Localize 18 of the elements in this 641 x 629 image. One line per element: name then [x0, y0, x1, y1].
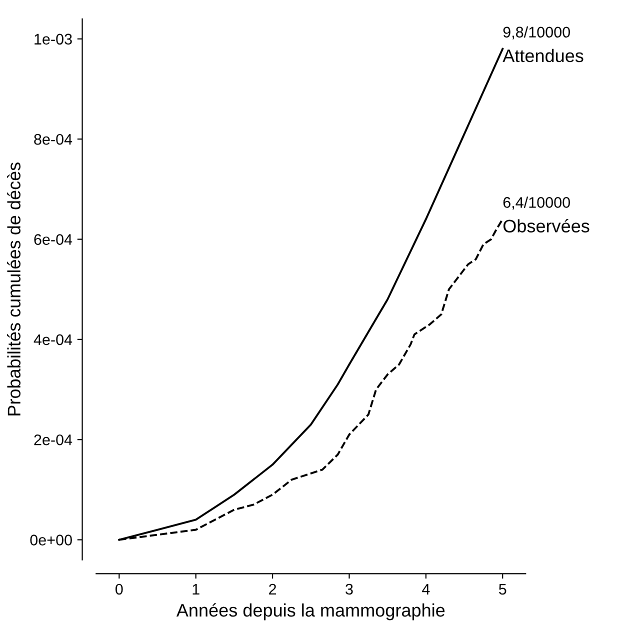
series-label: Attendues — [502, 48, 584, 62]
x-tick-label: 0 — [116, 584, 123, 595]
y-tick-label: 2e-04 — [34, 434, 72, 446]
x-tick-label: 4 — [422, 584, 430, 594]
series-label: Observées — [503, 219, 590, 232]
y-tick-label: 8e-04 — [34, 134, 72, 145]
x-tick-label: 1 — [192, 584, 200, 594]
y-tick-label: 6e-04 — [34, 234, 72, 245]
x-tick-label: 2 — [269, 584, 276, 594]
y-tick-label: 1e-03 — [34, 34, 72, 45]
annotation: 6,4/10000 — [503, 196, 570, 210]
y-tick-label: 0e+00 — [30, 534, 72, 546]
x-tick-label: 3 — [346, 584, 353, 595]
x-tick-label: 5 — [498, 584, 506, 595]
annotation: 9,8/10000 — [503, 26, 570, 40]
y-axis-title: Probabilités cumulées de décès — [7, 162, 21, 416]
x-axis-title: Années depuis la mammographie — [176, 603, 445, 620]
y-tick-label: 4e-04 — [34, 334, 72, 346]
